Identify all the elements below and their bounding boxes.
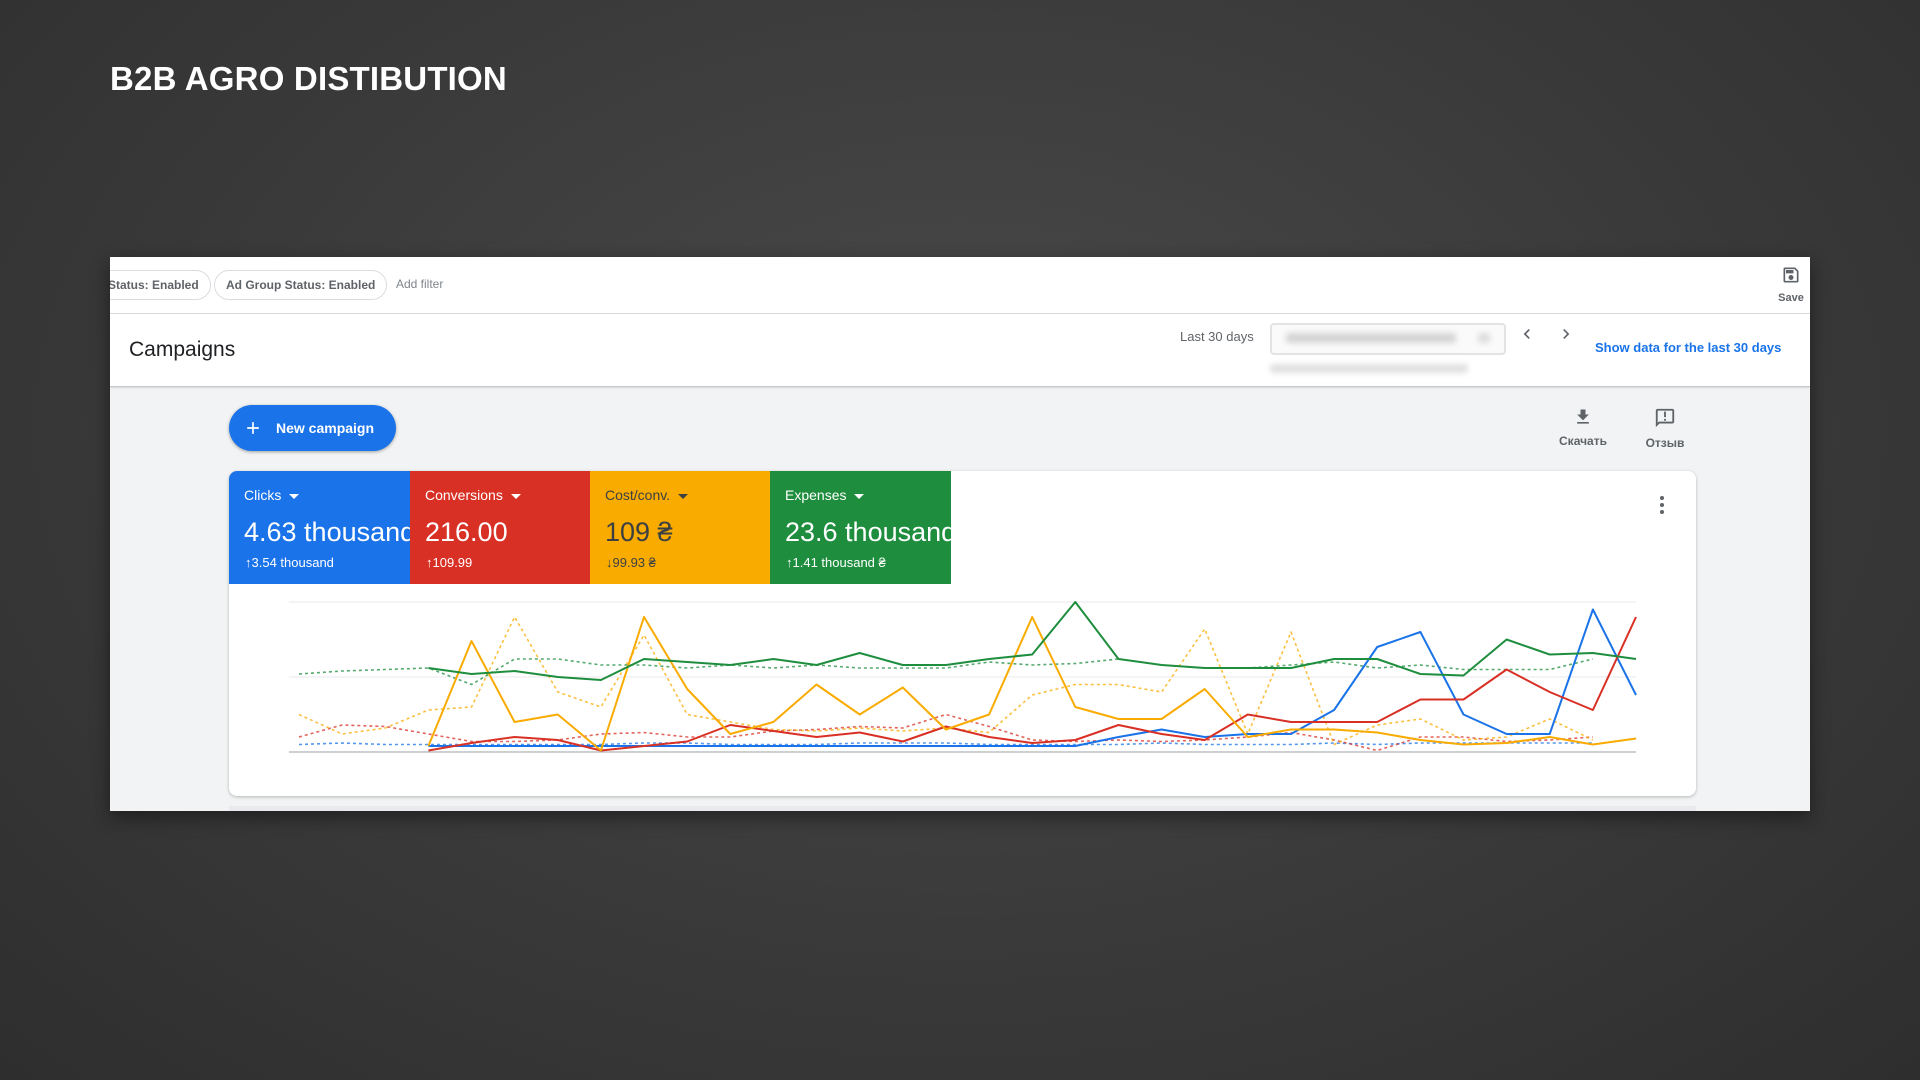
chart-series-line-4-comparison [298, 742, 1593, 746]
save-icon [1783, 267, 1799, 283]
metric-value: 4.63 thousand [244, 517, 416, 547]
metric-tile-expenses[interactable]: Expenses 23.6 thousand ₴ ↑1.41 thousand … [770, 471, 979, 584]
download-label: Скачать [1559, 434, 1607, 448]
chart-series-line-3 [428, 601, 1637, 681]
metric-value: 216.00 [425, 517, 508, 547]
metric-value: 109 ₴ [605, 517, 673, 547]
feedback-label: Отзыв [1645, 436, 1685, 450]
filter-chip-campaign-status[interactable]: Status: Enabled [110, 270, 211, 300]
dropdown-caret-icon [854, 493, 865, 499]
feedback-icon [1655, 408, 1675, 428]
metric-delta: ↑109.99 [426, 555, 473, 570]
metric-selector-conversions[interactable]: Conversions [425, 487, 521, 503]
chevron-right-icon[interactable] [1556, 324, 1576, 344]
download-icon [1577, 409, 1589, 424]
dropdown-caret-icon [289, 493, 300, 499]
new-campaign-button[interactable]: New campaign [229, 405, 396, 451]
filter-chip-ad-group-status[interactable]: Ad Group Status: Enabled [214, 270, 388, 300]
slide-title: B2B AGRO DISTIBUTION [110, 60, 507, 97]
date-range-label: Last 30 days [1180, 329, 1254, 344]
metric-tile-clicks[interactable]: Clicks 4.63 thousand ↑3.54 thousand [229, 471, 415, 584]
metric-selector-clicks[interactable]: Clicks [244, 487, 300, 503]
metric-name: Clicks [244, 487, 282, 503]
date-range-picker[interactable] [1270, 323, 1506, 355]
metric-name: Expenses [785, 487, 847, 503]
performance-line-chart [289, 601, 1637, 753]
metric-selector-cost-conv[interactable]: Cost/conv. [605, 487, 689, 503]
page-header: Campaigns Last 30 days Show data for the… [110, 314, 1810, 387]
metric-tile-conversions[interactable]: Conversions 216.00 ↑109.99 [410, 471, 591, 584]
chart-series-line-1 [428, 616, 1637, 752]
save-button[interactable]: Save [1776, 265, 1806, 304]
metric-selector-expenses[interactable]: Expenses [785, 487, 865, 503]
dropdown-caret-icon [510, 493, 521, 499]
show-last-30-days-link[interactable]: Show data for the last 30 days [1595, 340, 1782, 355]
performance-chart-card: Clicks 4.63 thousand ↑3.54 thousand Conv… [229, 471, 1696, 796]
filter-bar: Status: Enabled Ad Group Status: Enabled… [110, 257, 1810, 314]
chart-series-line-5-comparison [298, 713, 1593, 752]
metric-value: 23.6 thousand ₴ [785, 517, 979, 547]
compare-range-blurred [1270, 364, 1468, 373]
feedback-button[interactable]: Отзыв [1635, 407, 1695, 450]
page-title: Campaigns [129, 338, 236, 361]
add-filter-link[interactable]: Add filter [396, 277, 444, 291]
metric-delta: ↓99.93 ₴ [606, 555, 656, 570]
chart-series-line-0 [428, 608, 1637, 747]
save-label: Save [1778, 292, 1804, 304]
metric-delta: ↑3.54 thousand [245, 555, 334, 570]
metric-name: Cost/conv. [605, 487, 671, 503]
date-range-blurred [1286, 333, 1456, 343]
metric-delta: ↑1.41 thousand ₴ [786, 555, 886, 570]
metric-tile-cost-conv[interactable]: Cost/conv. 109 ₴ ↓99.93 ₴ [590, 471, 771, 584]
dropdown-icon [1478, 333, 1490, 343]
download-button[interactable]: Скачать [1553, 407, 1613, 448]
ads-screenshot: Status: Enabled Ad Group Status: Enabled… [110, 257, 1810, 811]
more-vert-icon[interactable] [1656, 494, 1668, 516]
dropdown-caret-icon [678, 493, 689, 499]
chart-series-line-2 [427, 616, 1637, 752]
new-campaign-label: New campaign [276, 420, 375, 436]
chart-series-line-6-comparison [298, 616, 1594, 746]
chevron-left-icon[interactable] [1517, 324, 1537, 344]
metric-name: Conversions [425, 487, 503, 503]
table-top-edge [229, 806, 1696, 811]
plus-icon [247, 422, 259, 434]
